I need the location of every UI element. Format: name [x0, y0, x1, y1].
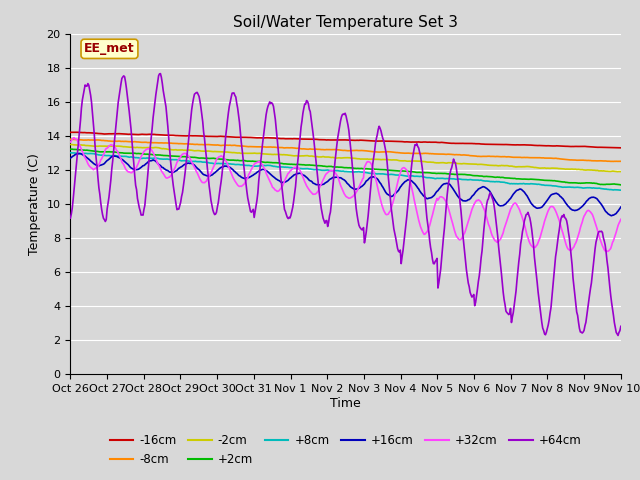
Title: Soil/Water Temperature Set 3: Soil/Water Temperature Set 3 — [233, 15, 458, 30]
X-axis label: Time: Time — [330, 397, 361, 410]
Y-axis label: Temperature (C): Temperature (C) — [28, 153, 41, 255]
Legend: -16cm, -8cm, -2cm, +2cm, +8cm, +16cm, +32cm, +64cm: -16cm, -8cm, -2cm, +2cm, +8cm, +16cm, +3… — [105, 430, 586, 471]
Text: EE_met: EE_met — [84, 42, 135, 55]
